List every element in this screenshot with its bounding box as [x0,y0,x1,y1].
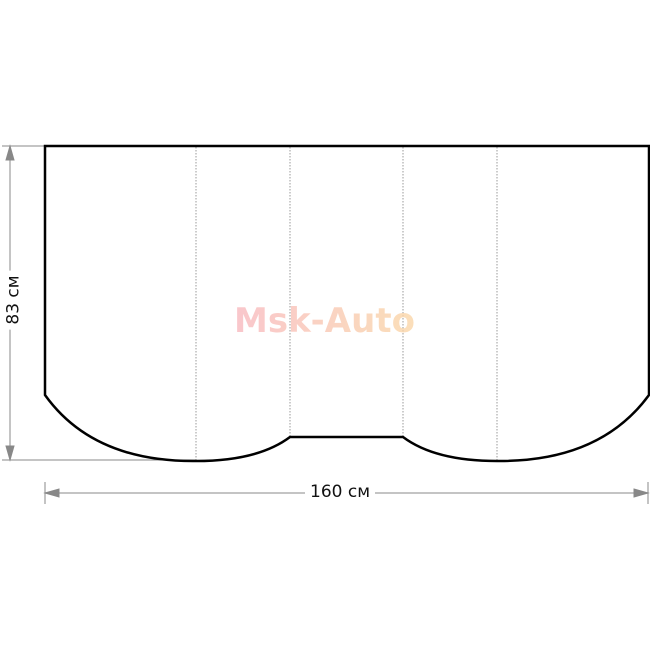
fold-lines [195,147,498,460]
width-label: 160 см [305,482,376,502]
arrow-down-icon [5,445,15,462]
height-label: 83 см [3,270,24,330]
arrow-up-icon [5,144,15,161]
arrow-left-icon [43,488,60,498]
arrow-right-icon [633,488,650,498]
dimension-lines [2,144,650,504]
watermark: Msk-Auto [234,301,415,341]
sunshade-outline [43,144,650,463]
